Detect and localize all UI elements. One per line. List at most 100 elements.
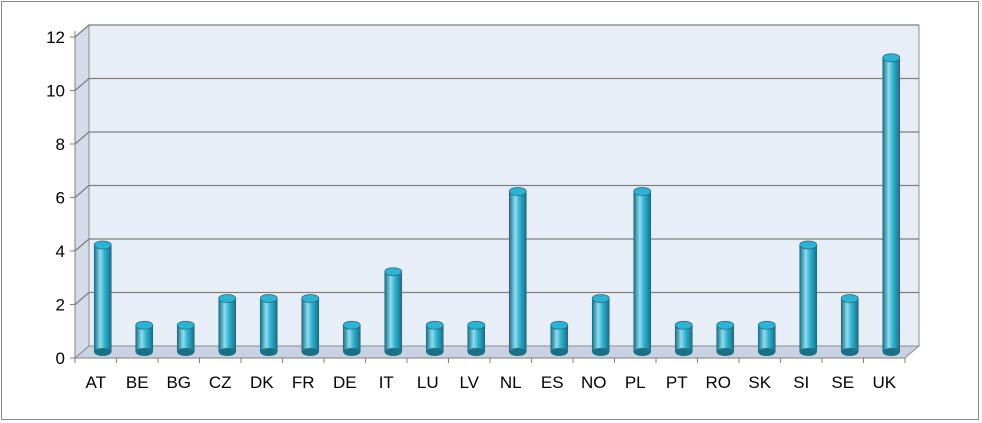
bar-base	[94, 348, 112, 356]
bar-es	[550, 320, 569, 356]
x-tick-label: LU	[417, 373, 439, 392]
bar-base	[301, 348, 319, 356]
y-tick-label: 6	[56, 189, 65, 208]
x-tick-label: SE	[831, 373, 854, 392]
bar-uk	[882, 53, 901, 356]
y-tick-label: 12	[46, 28, 65, 47]
bar-body	[384, 271, 403, 353]
y-tick-label: 0	[56, 349, 65, 368]
bar-base	[218, 348, 236, 356]
bar-base	[509, 348, 527, 356]
bar-base	[550, 348, 568, 356]
bar-base	[135, 348, 153, 356]
y-tick-label: 10	[46, 82, 65, 101]
bar-top	[840, 294, 859, 303]
bar-base	[467, 348, 485, 356]
bar-top	[674, 320, 693, 330]
x-tick-label: DK	[250, 373, 274, 392]
bar-sk	[757, 320, 776, 356]
bar-top	[882, 53, 901, 63]
y-axis-ticks: 0 2 4 6 8 10 12	[46, 28, 76, 368]
bar-top	[259, 294, 278, 303]
x-tick-label: NO	[581, 373, 607, 392]
gridline-side	[74, 185, 90, 198]
x-tick-label: RO	[706, 373, 732, 392]
bar-dk	[259, 294, 278, 356]
bar-body	[591, 298, 610, 353]
bar-pl	[633, 187, 652, 356]
bar-base	[633, 348, 651, 356]
bar-base	[841, 348, 859, 356]
bar-top	[176, 320, 195, 330]
bar-si	[799, 240, 818, 356]
bar-no	[591, 294, 610, 356]
bar-lu	[425, 320, 444, 356]
bar-body	[508, 191, 527, 353]
gridline-side	[74, 78, 90, 91]
bar-pt	[674, 320, 693, 356]
plot-walls	[73, 23, 921, 360]
x-tick-label: ES	[541, 373, 564, 392]
bar-base	[384, 348, 402, 356]
bar-body	[799, 244, 818, 353]
bar-body	[218, 298, 237, 353]
x-tick-label: FR	[292, 373, 315, 392]
gridline-side	[74, 292, 90, 305]
bar-base	[799, 348, 817, 356]
bars	[93, 53, 901, 356]
x-tick-label: SI	[793, 373, 809, 392]
bar-it	[384, 267, 403, 356]
x-tick-label: CZ	[209, 373, 232, 392]
y-tick-label: 8	[56, 135, 65, 154]
bar-top	[591, 294, 610, 303]
bar-lv	[467, 320, 486, 356]
x-tick-label: NL	[500, 373, 522, 392]
bar-base	[343, 348, 361, 356]
bar-base	[592, 348, 610, 356]
bar-at	[93, 240, 112, 356]
bar-body	[259, 298, 278, 353]
x-tick-label: PL	[625, 373, 646, 392]
bar-top	[716, 320, 735, 330]
x-tick-label: PT	[666, 373, 688, 392]
x-tick-label: BG	[166, 373, 191, 392]
bar-body	[840, 298, 859, 353]
gridline-side	[74, 238, 90, 252]
x-tick-label: DE	[333, 373, 357, 392]
bar-base	[426, 348, 444, 356]
bar-top	[342, 320, 361, 330]
x-tick-label: AT	[86, 373, 106, 392]
x-tick-label: BE	[126, 373, 149, 392]
bar-top	[550, 320, 569, 330]
bar-top	[799, 240, 818, 250]
bar-base	[882, 348, 900, 356]
gridline-side	[74, 131, 90, 145]
bar-bg	[176, 320, 195, 356]
y-tick-label: 2	[56, 296, 65, 315]
x-tick-label: UK	[872, 373, 896, 392]
bar-base	[716, 348, 734, 356]
bar-be	[135, 320, 154, 356]
bar-base	[675, 348, 693, 356]
bar-ro	[716, 320, 735, 356]
x-tick-label: SK	[748, 373, 771, 392]
bar-base	[177, 348, 195, 356]
bar-top	[384, 267, 403, 277]
x-tick-label: IT	[379, 373, 394, 392]
x-tick-label: LV	[459, 373, 479, 392]
y-tick-label: 4	[56, 242, 65, 261]
bar-de	[342, 320, 361, 356]
bar-top	[467, 320, 486, 330]
bar-base	[260, 348, 278, 356]
bar-cz	[218, 294, 237, 356]
bar-top	[425, 320, 444, 330]
bar-body	[882, 57, 901, 353]
bar-se	[840, 294, 859, 356]
bar-top	[757, 320, 776, 330]
gridline-side	[74, 24, 90, 38]
bar-body	[301, 298, 320, 353]
bar-top	[135, 320, 154, 330]
bar-top	[633, 187, 652, 196]
x-axis-ticks: AT BE BG CZ DK FR DE IT LU LV NL ES NO PL PT RO SK SI SE UK	[74, 357, 906, 392]
